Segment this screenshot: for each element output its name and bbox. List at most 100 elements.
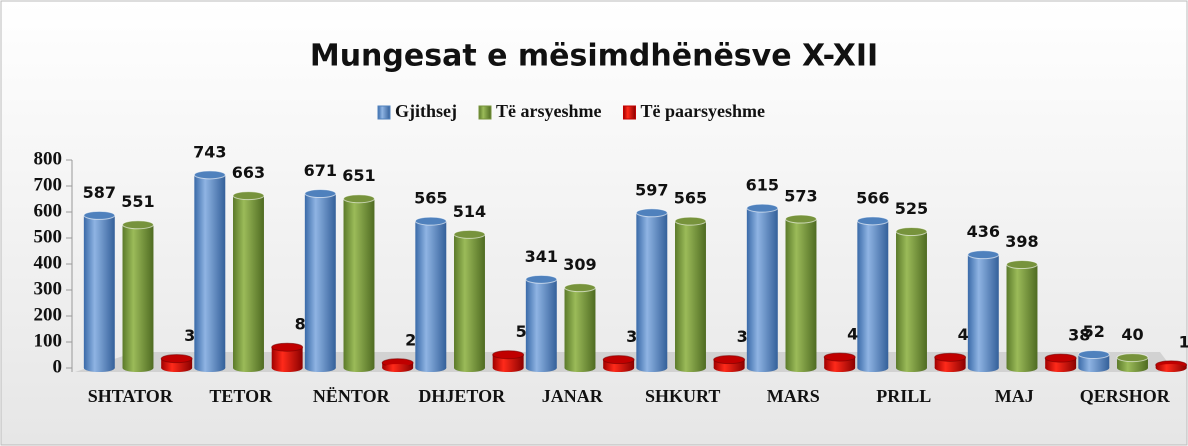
bar-cap (713, 355, 746, 365)
bar (161, 358, 193, 368)
bar-base (271, 364, 303, 372)
bar-cap (602, 355, 635, 365)
x-tick-label: JANAR (542, 386, 604, 406)
bar (675, 221, 706, 368)
bar-cap (232, 191, 265, 201)
bar-cap (1006, 260, 1038, 270)
legend-swatch (622, 105, 636, 120)
x-tick-label: QERSHOR (1080, 386, 1171, 406)
bar-cap (823, 352, 856, 362)
data-label: 525 (895, 199, 928, 218)
bar-cap (785, 214, 817, 224)
y-tick-label: 0 (53, 356, 63, 377)
bar-base (713, 364, 745, 372)
bar-base (415, 364, 447, 372)
bar-base (785, 364, 817, 372)
bar-base (525, 364, 557, 372)
bar (415, 221, 447, 368)
data-label: 551 (121, 192, 154, 211)
bar (824, 357, 856, 368)
bar-base (746, 364, 778, 372)
bar-cap (271, 342, 304, 352)
y-tick-label: 300 (34, 278, 63, 299)
bar-base (1155, 364, 1187, 372)
bar-cap (934, 352, 967, 362)
x-tick-label: MAJ (995, 386, 1034, 406)
x-tick-label: DHJETOR (418, 386, 506, 406)
bar-cap (492, 350, 525, 360)
bar-base (382, 364, 414, 372)
data-label: 38 (1068, 326, 1090, 345)
legend: Gjithsej Të arsyeshme Të paarsyeshme (377, 101, 765, 121)
bar-cap (564, 283, 596, 293)
bar-cap (160, 354, 193, 364)
bar-base (824, 364, 856, 372)
x-tick-label: NËNTOR (313, 386, 391, 406)
data-label: 651 (342, 166, 375, 185)
bar-base (564, 364, 596, 372)
bar-base (1006, 364, 1038, 372)
data-label: 671 (304, 161, 337, 180)
bar-base (934, 364, 966, 372)
legend-label: Gjithsej (395, 101, 457, 121)
bar (271, 347, 303, 368)
bar (785, 219, 817, 368)
bar-base (1078, 364, 1110, 372)
data-label: 12 (1179, 332, 1188, 351)
data-label: 40 (1121, 325, 1143, 344)
legend-label: Të paarsyeshme (640, 101, 765, 121)
bar (564, 287, 596, 368)
x-tick-label: PRILL (876, 386, 931, 406)
bar (233, 195, 264, 368)
data-label: 663 (232, 163, 265, 182)
bar-base (233, 364, 264, 372)
bar-cap (1116, 353, 1149, 363)
chart-title: Mungesat e mësimdhënësve X-XII (310, 39, 878, 74)
data-label: 573 (784, 187, 817, 206)
bar-base (857, 364, 889, 372)
bar (1006, 264, 1038, 368)
bar (934, 357, 966, 368)
bar (896, 231, 927, 368)
bar-base (492, 364, 524, 372)
data-label: 565 (674, 189, 707, 208)
bar-cap (1044, 353, 1077, 363)
data-label: 587 (83, 183, 116, 202)
y-tick-label: 100 (34, 330, 63, 351)
data-label: 52 (1083, 322, 1105, 341)
bar-cap (453, 229, 486, 239)
data-label: 514 (453, 202, 486, 221)
bar (967, 254, 999, 368)
bar-base (83, 364, 115, 372)
bar-cap (343, 194, 375, 204)
bar (857, 220, 889, 368)
data-label: 436 (967, 222, 1000, 241)
bar-base (304, 364, 336, 372)
bar-cap (967, 250, 1000, 260)
bar (122, 224, 154, 368)
bar (1117, 357, 1148, 368)
bar (525, 279, 557, 368)
bar-base (454, 364, 485, 372)
data-label: 565 (414, 189, 447, 208)
bar (746, 208, 778, 368)
x-tick-label: SHTATOR (88, 386, 174, 406)
bar-base (603, 364, 635, 372)
y-tick-label: 700 (34, 174, 63, 195)
bar-cap (414, 216, 447, 226)
bar (636, 212, 668, 368)
legend-swatch (377, 105, 391, 120)
bar-cap (856, 216, 889, 226)
x-tick-label: SHKURT (645, 386, 720, 406)
bar (194, 174, 226, 368)
y-tick-label: 800 (34, 148, 63, 169)
bar-cap (635, 208, 668, 218)
y-tick-label: 500 (34, 226, 63, 247)
y-tick-label: 600 (34, 200, 63, 221)
bar-cap (304, 189, 337, 199)
data-label: 743 (193, 142, 226, 161)
bar-cap (122, 220, 154, 230)
y-tick-label: 200 (34, 304, 63, 325)
bar-base (675, 364, 706, 372)
